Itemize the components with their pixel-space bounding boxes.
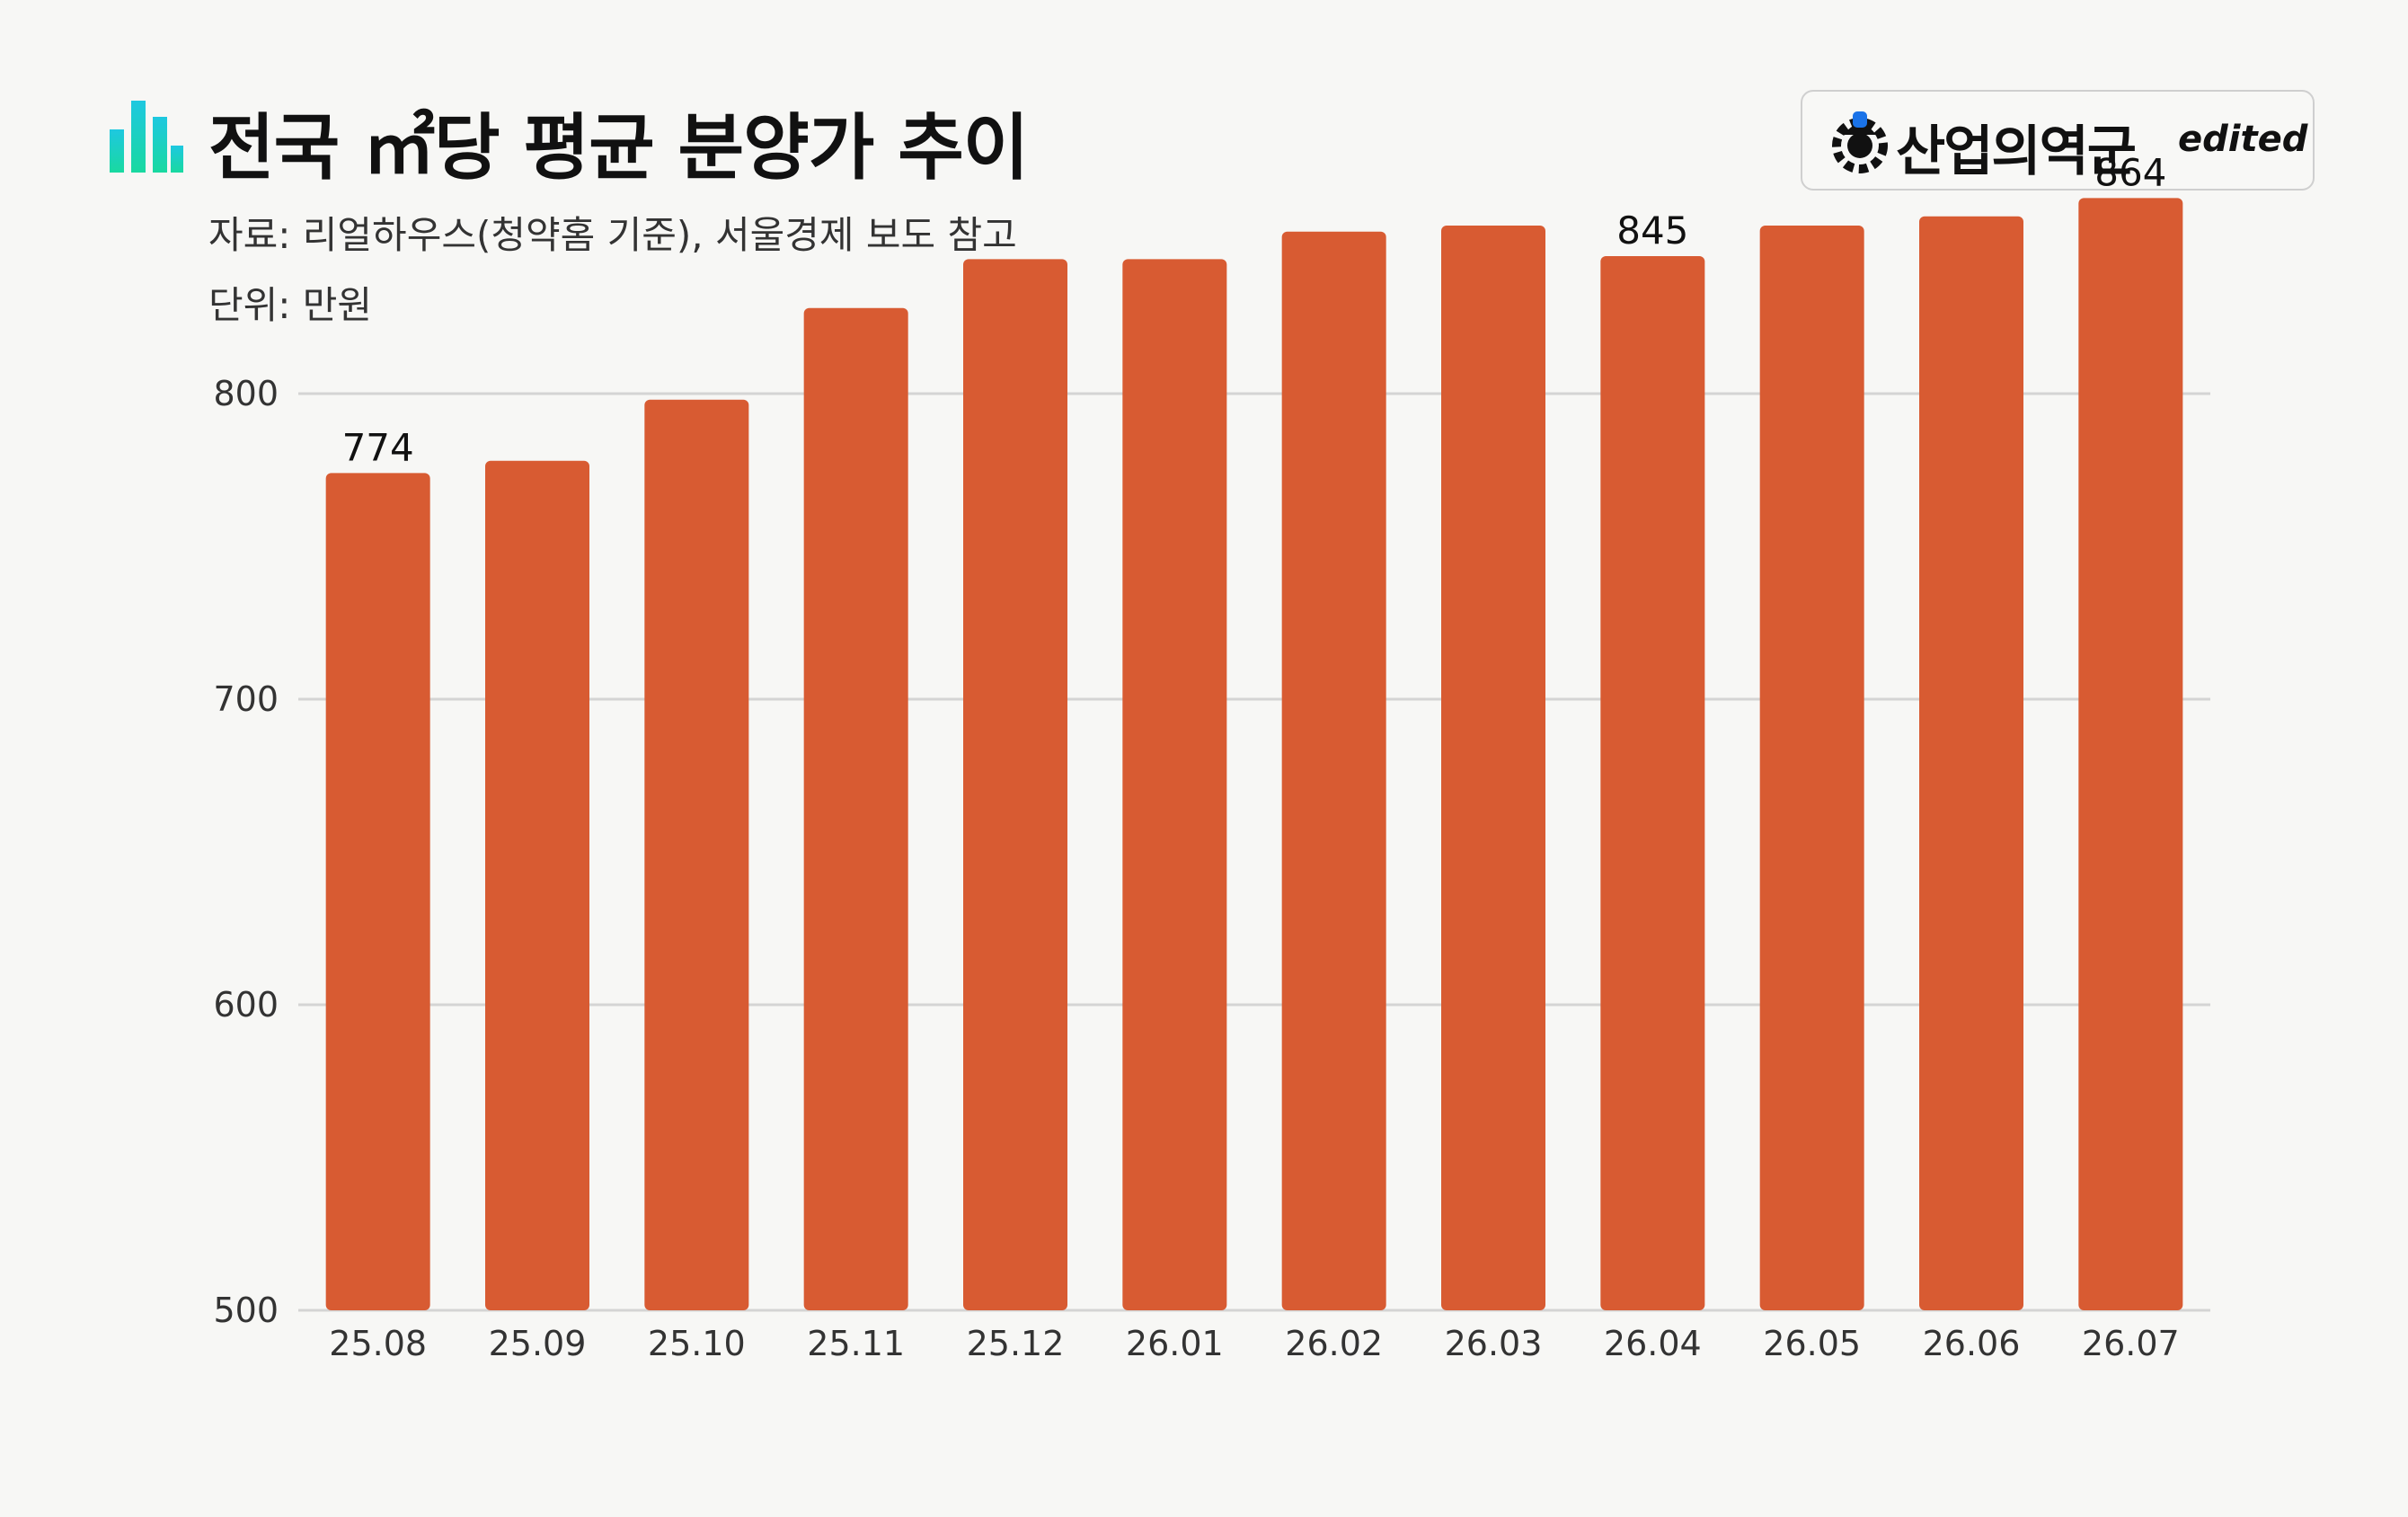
x-tick-label: 26.03	[1445, 1324, 1543, 1363]
x-tick-label: 26.04	[1604, 1324, 1702, 1363]
bar-26.02	[1281, 231, 1386, 1310]
data-label: 864	[2094, 150, 2166, 194]
chart-title: 전국 ㎡당 평균 분양가 추이	[208, 106, 1029, 190]
bar-25.11	[803, 307, 908, 1310]
x-tick-label: 26.07	[2082, 1324, 2180, 1363]
x-tick-label: 25.11	[807, 1324, 905, 1363]
bar-25.12	[963, 259, 1067, 1310]
bar-25.10	[644, 399, 749, 1310]
chart-unit: 단위: 만원	[208, 283, 373, 327]
bar-chart-icon	[110, 101, 183, 173]
logo-sub: edited	[2178, 119, 2308, 160]
x-tick-label: 26.06	[1923, 1324, 2021, 1363]
data-label: 774	[342, 425, 414, 469]
bar-26.01	[1122, 259, 1227, 1310]
x-tick-label: 26.05	[1763, 1324, 1861, 1363]
bar-26.03	[1441, 226, 1545, 1310]
y-tick-label: 700	[213, 679, 279, 719]
chart-header: 전국 ㎡당 평균 분양가 추이 자료: 리얼하우스(청약홈 기준), 서울경제 …	[0, 0, 2408, 342]
y-tick-label: 600	[213, 985, 279, 1025]
x-tick-label: 25.08	[329, 1324, 427, 1363]
hardhat-gear-icon	[1832, 111, 1888, 173]
data-label: 845	[1616, 208, 1688, 253]
x-tick-label: 25.10	[648, 1324, 746, 1363]
bar-25.09	[485, 460, 589, 1310]
bar-25.08	[325, 473, 430, 1310]
x-tick-label: 25.09	[489, 1324, 587, 1363]
bar-26.06	[1919, 216, 2023, 1310]
logo-text: 산업의역군	[1896, 120, 2137, 183]
x-tick-label: 26.02	[1285, 1324, 1383, 1363]
bar-26.05	[1759, 226, 1864, 1310]
chart-source: 자료: 리얼하우스(청약홈 기준), 서울경제 보도 참고	[208, 213, 1017, 257]
brand-logo: 산업의역군 edited	[1801, 90, 2315, 191]
bar-26.04	[1600, 256, 1705, 1310]
y-tick-label: 500	[213, 1291, 279, 1330]
x-tick-label: 26.01	[1126, 1324, 1224, 1363]
x-tick-label: 25.12	[967, 1324, 1065, 1363]
y-tick-label: 800	[213, 374, 279, 413]
bar-26.07	[2078, 198, 2183, 1310]
